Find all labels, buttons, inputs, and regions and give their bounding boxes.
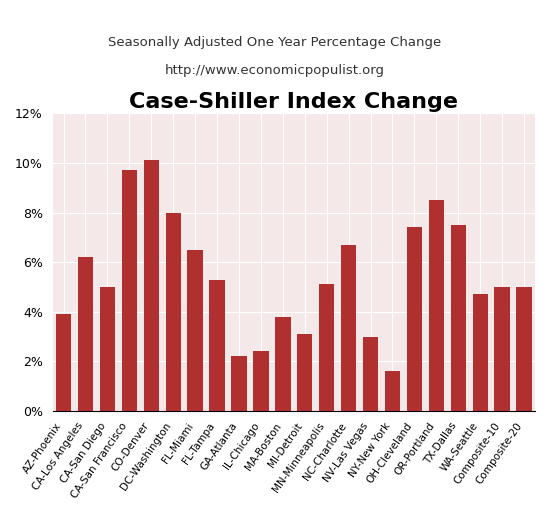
Bar (472, 295, 488, 411)
Bar (319, 284, 334, 411)
Bar (406, 228, 422, 411)
Bar (516, 287, 532, 411)
Bar (494, 287, 510, 411)
Bar (385, 371, 400, 411)
Bar (363, 337, 378, 411)
Bar (428, 200, 444, 411)
Bar (253, 351, 268, 411)
Bar (450, 225, 466, 411)
Bar (100, 287, 115, 411)
Bar (210, 280, 225, 411)
Bar (56, 314, 72, 411)
Bar (275, 317, 290, 411)
Bar (297, 334, 312, 411)
Bar (232, 356, 246, 411)
Bar (78, 257, 93, 411)
Bar (122, 170, 137, 411)
Bar (188, 250, 203, 411)
Text: http://www.economicpopulist.org: http://www.economicpopulist.org (165, 64, 385, 77)
Title: Case-Shiller Index Change: Case-Shiller Index Change (129, 92, 458, 112)
Text: Seasonally Adjusted One Year Percentage Change: Seasonally Adjusted One Year Percentage … (108, 36, 442, 49)
Bar (341, 245, 356, 411)
Bar (144, 161, 159, 411)
Bar (166, 213, 181, 411)
